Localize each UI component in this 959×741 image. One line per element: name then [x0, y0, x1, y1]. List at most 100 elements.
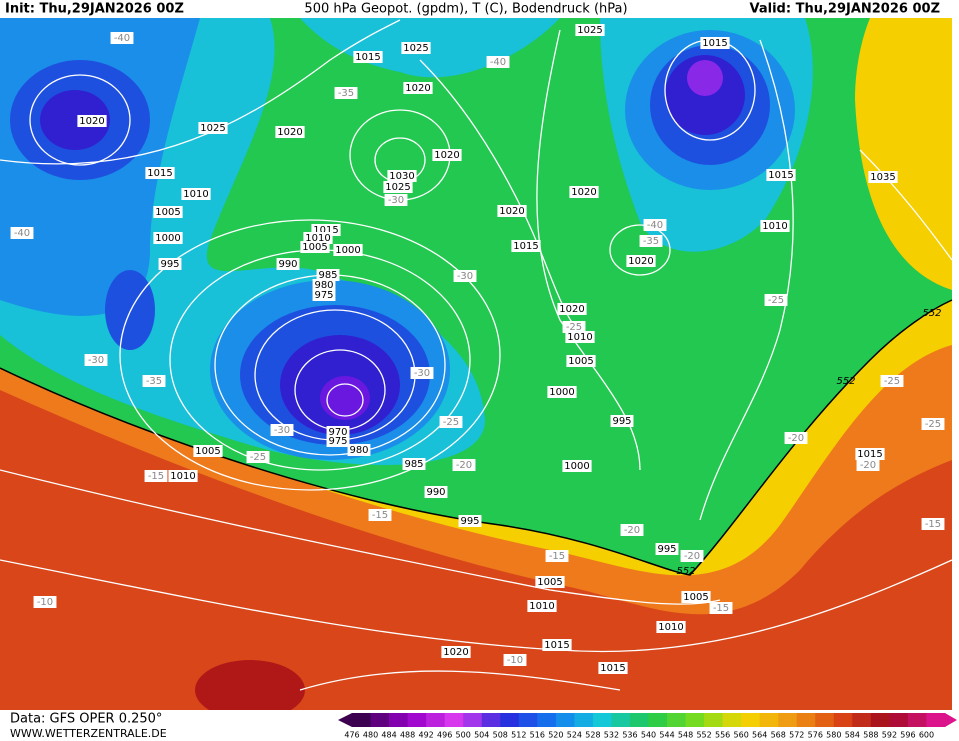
pressure-label-box — [432, 149, 462, 161]
temperature-label: -35 — [338, 88, 354, 99]
pressure-label-box — [855, 448, 885, 460]
legend-arrow — [945, 713, 957, 727]
legend-swatch — [741, 713, 761, 727]
temperature-label-box — [880, 375, 904, 387]
legend-label: 584 — [845, 731, 860, 740]
pressure-label-box — [441, 646, 471, 658]
legend-label: 556 — [715, 731, 730, 740]
pressure-label: 1035 — [870, 172, 895, 183]
legend-label: 580 — [826, 731, 841, 740]
legend-swatch — [629, 713, 649, 727]
temperature-label: -35 — [643, 236, 659, 247]
temperature-label: -40 — [14, 228, 30, 239]
legend-label: 504 — [474, 731, 489, 740]
legend-label: 548 — [678, 731, 693, 740]
legend-swatch — [500, 713, 520, 727]
pressure-label-box — [626, 255, 656, 267]
legend-swatch — [759, 713, 779, 727]
temperature-label-box — [709, 602, 733, 614]
legend-label: 572 — [789, 731, 804, 740]
pressure-label-box — [497, 205, 527, 217]
temperature-label: -40 — [647, 220, 663, 231]
pressure-label-box — [557, 303, 587, 315]
pressure-label: 995 — [160, 259, 179, 270]
temperature-label: -25 — [884, 376, 900, 387]
legend-swatch — [537, 713, 557, 727]
pressure-label: 1020 — [405, 83, 430, 94]
field-darkred — [195, 660, 305, 720]
legend-label: 492 — [418, 731, 433, 740]
pressure-label: 990 — [426, 487, 445, 498]
legend-swatch — [648, 713, 668, 727]
pressure-label: 980 — [314, 280, 333, 291]
legend-swatch — [796, 713, 816, 727]
legend-label: 596 — [900, 731, 915, 740]
pressure-label-box — [766, 169, 796, 181]
site: WWW.WETTERZENTRALE.DE — [10, 727, 167, 740]
pressure-label-box — [547, 386, 577, 398]
pressure-label: 980 — [349, 445, 368, 456]
legend-swatch — [704, 713, 724, 727]
pressure-label-box — [312, 289, 336, 301]
pressure-label: 1020 — [499, 206, 524, 217]
temperature-label-box — [921, 418, 945, 430]
pressure-label-box — [527, 600, 557, 612]
legend-label: 476 — [344, 731, 359, 740]
pressure-label-box — [610, 415, 634, 427]
pressure-label-box — [312, 279, 336, 291]
pressure-label-box — [401, 42, 431, 54]
legend-swatch — [870, 713, 890, 727]
map-area — [0, 18, 953, 720]
pressure-label-box — [656, 621, 686, 633]
pressure-label: 1020 — [443, 647, 468, 658]
temperature-label-box — [246, 451, 270, 463]
header-bar — [0, 0, 959, 18]
pressure-label-box — [387, 170, 417, 182]
pressure-label: 1015 — [768, 170, 793, 181]
temperature-label: -20 — [860, 460, 876, 471]
pressure-label-box — [181, 188, 211, 200]
temperature-label-box — [452, 459, 476, 471]
pressure-label-box — [575, 24, 605, 36]
legend-label: 480 — [363, 731, 378, 740]
pressure-label: 1010 — [567, 332, 592, 343]
legend-swatch — [407, 713, 427, 727]
field-purple — [687, 60, 723, 96]
legend-label: 528 — [585, 731, 600, 740]
pressure-label-box — [347, 444, 371, 456]
pressure-label: 1000 — [564, 461, 589, 472]
pressure-label-box — [458, 515, 482, 527]
pressure-label: 1000 — [335, 245, 360, 256]
legend-swatch — [463, 713, 483, 727]
temperature-label-box — [33, 596, 57, 608]
legend-label: 592 — [882, 731, 897, 740]
pressure-label: 1005 — [683, 592, 708, 603]
pressure-label-box — [153, 206, 183, 218]
legend-swatch — [722, 713, 742, 727]
legend-label: 508 — [493, 731, 508, 740]
pressure-label: 1010 — [183, 189, 208, 200]
temperature-label: -20 — [624, 525, 640, 536]
legend-swatch — [370, 713, 390, 727]
pressure-label-box — [158, 258, 182, 270]
pressure-label: 1015 — [147, 168, 172, 179]
legend-swatch — [481, 713, 501, 727]
legend-swatch — [889, 713, 909, 727]
color-legend: 476 480 484 488 492 496 500 504 508 512 516 520 524 5… — [338, 713, 957, 740]
temperature-label-box — [384, 194, 408, 206]
field-darkblue — [40, 90, 110, 150]
temperature-label: -30 — [457, 271, 473, 282]
temperature-label: -25 — [768, 295, 784, 306]
temperature-label-box — [410, 367, 434, 379]
pressure-label: 1030 — [389, 171, 414, 182]
temperature-label: -15 — [148, 471, 164, 482]
field-blue — [105, 270, 155, 350]
pressure-label: 975 — [328, 436, 347, 447]
pressure-label: 990 — [278, 259, 297, 270]
temperature-label-box — [545, 550, 569, 562]
pressure-label: 1015 — [857, 449, 882, 460]
legend-label: 552 — [696, 731, 711, 740]
pressure-label-box — [383, 181, 413, 193]
pressure-label: 1005 — [568, 356, 593, 367]
pressure-label: 1015 — [513, 241, 538, 252]
